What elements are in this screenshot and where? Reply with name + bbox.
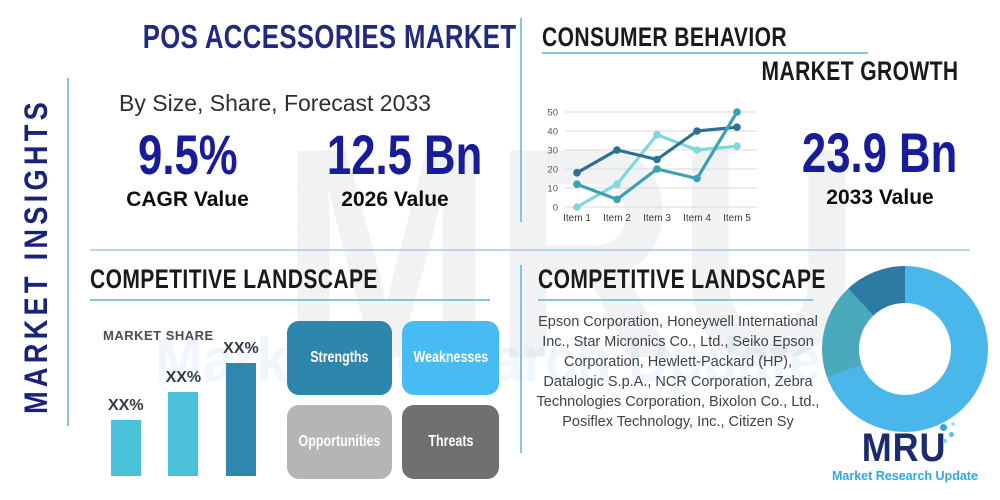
swot-threats-box: Threats: [401, 405, 499, 479]
swot-weaknesses-box: Weaknesses: [401, 321, 499, 395]
company-share-donut-chart: [822, 266, 988, 432]
competitive-landscape-left-heading: COMPETITIVE LANDSCAPE: [90, 264, 378, 294]
swot-strengths-box: Strengths: [287, 321, 392, 395]
market-share-bar: [168, 392, 199, 476]
page-title-text: POS ACCESSORIES MARKET: [142, 18, 517, 55]
consumer-behavior-underline: [542, 52, 868, 54]
value-2026-stat: 12.5 Bn 2026 Value: [305, 126, 485, 212]
consumer-behavior-heading: CONSUMER BEHAVIOR: [542, 22, 787, 52]
mru-logo-text: MRU: [862, 426, 947, 470]
swot-opportunities-box: Opportunities: [287, 405, 392, 479]
svg-text:Item 3: Item 3: [643, 213, 671, 224]
bar-group: XX%: [223, 340, 259, 476]
logo-bubble-icon: [951, 422, 955, 426]
svg-text:20: 20: [547, 165, 558, 176]
page-title: POS ACCESSORIES MARKET: [90, 18, 516, 56]
bar-group: XX%: [165, 369, 202, 476]
bar-value-label: XX%: [108, 397, 144, 414]
bar-value-label: XX%: [165, 369, 202, 386]
competitive-landscape-right-heading: COMPETITIVE LANDSCAPE: [538, 264, 826, 294]
logo-bubble-icon: [943, 439, 947, 443]
horizontal-divider-line: [90, 249, 970, 251]
vertical-market-insights-label: MARKET INSIGHTS: [18, 97, 54, 415]
companies-list-text: Epson Corporation, Honeywell Internation…: [536, 314, 820, 430]
svg-text:30: 30: [547, 146, 558, 157]
svg-text:Item 2: Item 2: [603, 213, 631, 224]
competitive-landscape-right-underline: [538, 299, 813, 301]
cagr-label: CAGR Value: [126, 188, 249, 211]
svg-text:40: 40: [547, 127, 558, 138]
logo-bubbles-icon: [940, 424, 947, 431]
bar-group: XX%: [108, 397, 144, 476]
market-share-bar: [225, 363, 256, 476]
value-2033: 23.9 Bn: [802, 121, 958, 184]
market-growth-heading: MARKET GROWTH: [761, 56, 958, 86]
svg-text:Item 1: Item 1: [563, 213, 591, 224]
cagr-value: 9.5%: [137, 123, 238, 186]
logo-bubble-icon: [949, 432, 954, 437]
svg-text:50: 50: [547, 108, 558, 119]
value-2033-stat: 23.9 Bn 2033 Value: [780, 124, 980, 210]
competitive-landscape-left-underline: [90, 299, 490, 301]
vertical-divider-bottom: [520, 265, 522, 453]
mru-logo-tagline: Market Research Update: [832, 469, 978, 483]
market-share-bar-chart: XX% XX% XX%: [108, 340, 259, 476]
value-2026: 12.5 Bn: [326, 123, 483, 186]
swot-grid: Strengths Weaknesses Opportunities Threa…: [287, 321, 499, 479]
value-2033-label: 2033 Value: [826, 186, 934, 209]
bar-value-label: XX%: [223, 340, 259, 357]
vertical-divider-top: [520, 18, 522, 222]
svg-text:Item 5: Item 5: [723, 213, 751, 224]
market-share-bar: [110, 420, 141, 476]
market-growth-line-chart: 0 10 20 30 40 50 Item 1 Item 2 Item 3 Item 4 Item …: [547, 108, 757, 224]
market-share-label: MARKET SHARE: [103, 328, 214, 343]
donut-hole: [859, 303, 951, 395]
svg-text:10: 10: [547, 184, 558, 195]
page-subtitle: By Size, Share, Forecast 2033: [119, 90, 431, 116]
cagr-stat: 9.5% CAGR Value: [105, 126, 270, 212]
mru-logo: MRU Market Research Update: [832, 422, 978, 483]
svg-text:0: 0: [553, 203, 558, 214]
sidebar-divider-line: [67, 78, 69, 426]
value-2026-label: 2026 Value: [341, 188, 449, 211]
svg-text:Item 4: Item 4: [683, 213, 711, 224]
